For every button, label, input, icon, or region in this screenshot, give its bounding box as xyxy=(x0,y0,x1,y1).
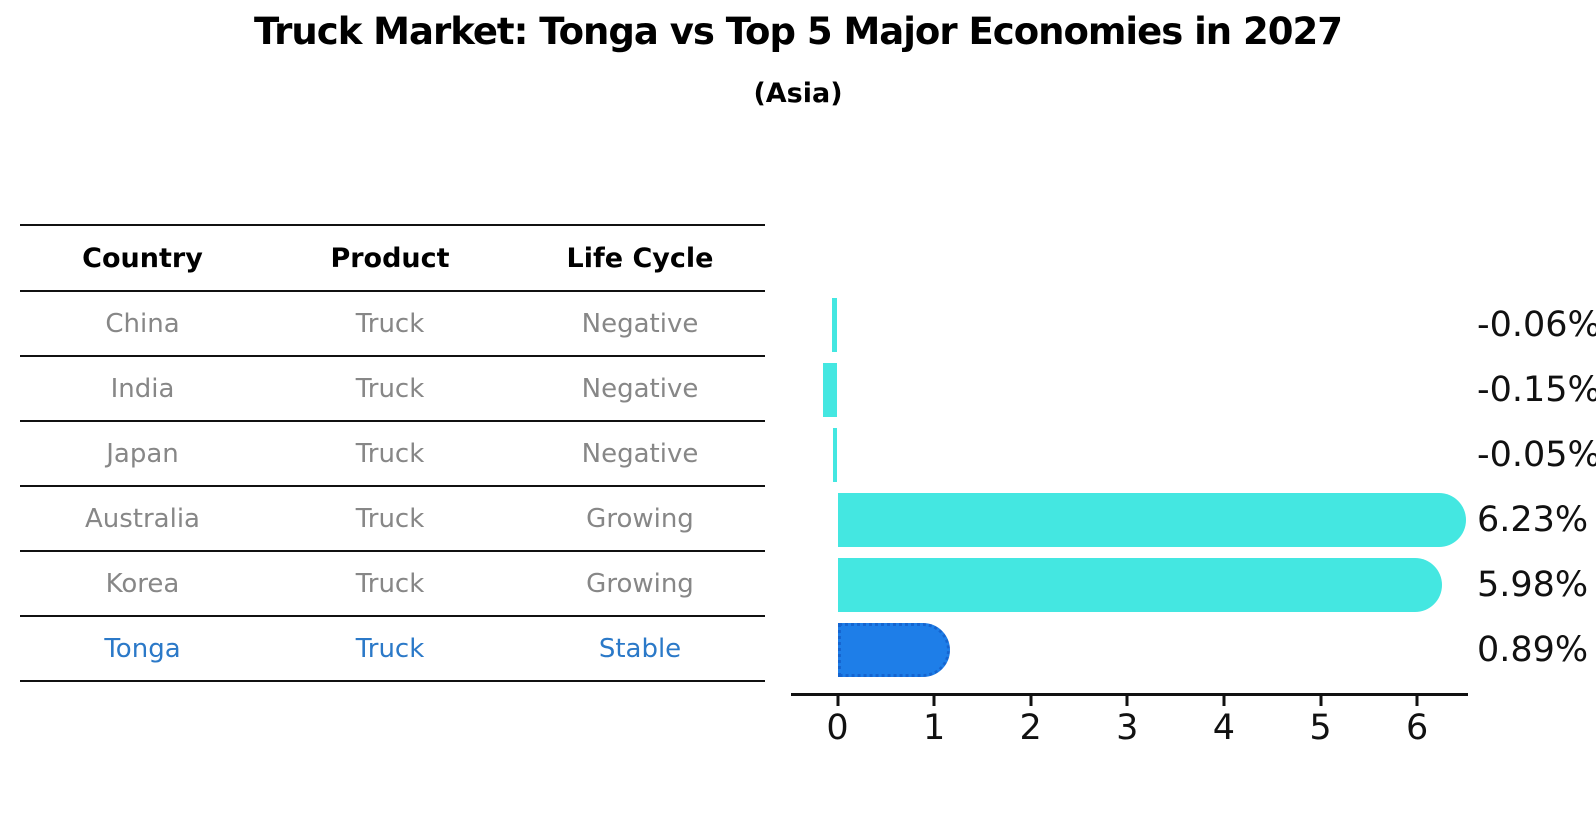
x-tick-label: 5 xyxy=(1309,708,1332,748)
table-row: China Truck Negative xyxy=(20,292,765,357)
column-header-country: Country xyxy=(82,242,203,274)
x-tick-mark xyxy=(1029,696,1033,706)
x-tick-label: 3 xyxy=(1116,708,1139,748)
cell-country: India xyxy=(110,373,175,404)
x-tick-label: 0 xyxy=(826,708,849,748)
x-tick-mark xyxy=(1125,696,1129,706)
cell-life-cycle: Growing xyxy=(586,568,694,599)
cell-product: Truck xyxy=(355,633,425,664)
bar-australia xyxy=(837,492,1467,547)
table-row: Tonga Truck Stable xyxy=(20,617,765,682)
cell-life-cycle: Negative xyxy=(581,373,699,404)
x-tick-mark xyxy=(932,696,936,706)
cell-country: China xyxy=(105,308,180,339)
bar-tonga xyxy=(837,622,951,677)
chart-title: Truck Market: Tonga vs Top 5 Major Econo… xyxy=(254,10,1343,53)
column-header-product: Product xyxy=(330,242,450,274)
x-tick-label: 4 xyxy=(1212,708,1236,748)
table-header-row: Country Product Life Cycle xyxy=(20,226,765,292)
bar-india xyxy=(823,362,838,417)
table-row: India Truck Negative xyxy=(20,357,765,422)
bar-japan xyxy=(832,427,838,482)
cell-product: Truck xyxy=(355,503,425,534)
x-tick-mark xyxy=(1319,696,1322,706)
value-label-tonga: 0.89% xyxy=(1477,629,1589,670)
chart-subtitle: (Asia) xyxy=(753,78,843,109)
cell-life-cycle: Growing xyxy=(586,503,694,534)
cell-country: Tonga xyxy=(104,633,181,664)
cell-product: Truck xyxy=(355,438,425,469)
value-label-china: -0.06% xyxy=(1477,304,1596,345)
cell-life-cycle: Negative xyxy=(581,308,699,339)
table-row: Japan Truck Negative xyxy=(20,422,765,487)
bar-korea xyxy=(837,557,1443,612)
x-tick-label: 2 xyxy=(1019,708,1042,748)
cell-product: Truck xyxy=(355,568,425,599)
x-tick-mark xyxy=(1222,696,1226,706)
value-label-india: -0.15% xyxy=(1477,369,1596,410)
x-axis-line xyxy=(791,693,1468,696)
table-row: Korea Truck Growing xyxy=(20,552,765,617)
value-label-japan: -0.05% xyxy=(1477,434,1596,475)
column-header-life-cycle: Life Cycle xyxy=(566,242,714,274)
cell-country: Australia xyxy=(84,503,200,534)
x-tick-label: 6 xyxy=(1405,708,1429,748)
bar-china xyxy=(831,297,838,352)
cell-product: Truck xyxy=(355,308,425,339)
table-row: Australia Truck Growing xyxy=(20,487,765,552)
cell-country: Korea xyxy=(105,568,180,599)
cell-life-cycle: Negative xyxy=(581,438,699,469)
x-tick-mark xyxy=(836,696,839,706)
value-label-australia: 6.23% xyxy=(1477,499,1589,540)
cell-country: Japan xyxy=(106,438,179,469)
x-tick-mark xyxy=(1415,696,1419,706)
value-label-korea: 5.98% xyxy=(1477,564,1589,605)
country-table: Country Product Life Cycle China Truck N… xyxy=(20,224,765,682)
cell-product: Truck xyxy=(355,373,425,404)
cell-life-cycle: Stable xyxy=(598,633,682,664)
x-tick-label: 1 xyxy=(922,708,946,748)
